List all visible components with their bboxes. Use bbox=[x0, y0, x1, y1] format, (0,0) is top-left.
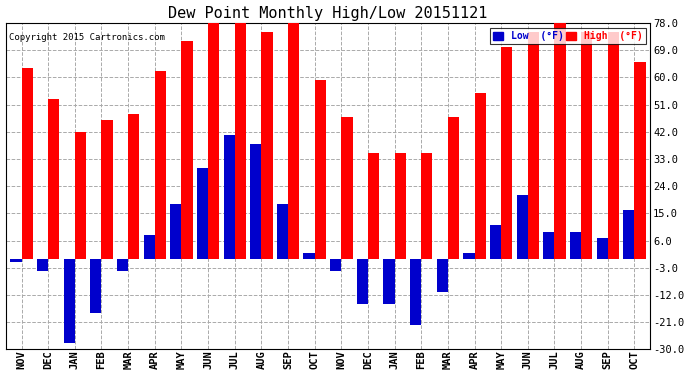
Bar bbox=[581, 32, 592, 259]
Legend: Low  (°F), High  (°F): Low (°F), High (°F) bbox=[490, 28, 646, 44]
Bar bbox=[555, 23, 566, 259]
Bar bbox=[368, 153, 379, 259]
Bar bbox=[155, 71, 166, 259]
Bar bbox=[357, 259, 368, 304]
Bar bbox=[181, 41, 193, 259]
Bar bbox=[448, 117, 459, 259]
Bar bbox=[277, 204, 288, 259]
Bar bbox=[128, 114, 139, 259]
Bar bbox=[21, 68, 32, 259]
Bar bbox=[464, 253, 475, 259]
Bar bbox=[410, 259, 422, 325]
Bar bbox=[315, 81, 326, 259]
Bar bbox=[90, 259, 101, 313]
Bar bbox=[250, 144, 262, 259]
Bar bbox=[262, 32, 273, 259]
Bar bbox=[422, 153, 433, 259]
Bar bbox=[634, 62, 646, 259]
Bar bbox=[330, 259, 342, 271]
Bar bbox=[170, 204, 181, 259]
Bar bbox=[144, 234, 155, 259]
Bar bbox=[235, 23, 246, 259]
Bar bbox=[570, 231, 581, 259]
Bar bbox=[63, 259, 75, 343]
Bar bbox=[10, 259, 21, 262]
Text: Copyright 2015 Cartronics.com: Copyright 2015 Cartronics.com bbox=[9, 33, 165, 42]
Bar bbox=[384, 259, 395, 304]
Bar bbox=[197, 168, 208, 259]
Bar bbox=[224, 135, 235, 259]
Bar bbox=[490, 225, 501, 259]
Bar bbox=[623, 210, 634, 259]
Bar bbox=[608, 32, 619, 259]
Bar bbox=[304, 253, 315, 259]
Bar bbox=[208, 23, 219, 259]
Bar bbox=[342, 117, 353, 259]
Bar bbox=[117, 259, 128, 271]
Bar bbox=[48, 99, 59, 259]
Title: Dew Point Monthly High/Low 20151121: Dew Point Monthly High/Low 20151121 bbox=[168, 6, 488, 21]
Bar bbox=[501, 47, 513, 259]
Bar bbox=[37, 259, 48, 271]
Bar bbox=[75, 132, 86, 259]
Bar bbox=[475, 93, 486, 259]
Bar bbox=[395, 153, 406, 259]
Bar bbox=[437, 259, 448, 292]
Bar bbox=[288, 23, 299, 259]
Bar bbox=[597, 237, 608, 259]
Bar bbox=[101, 120, 112, 259]
Bar bbox=[543, 231, 555, 259]
Bar bbox=[528, 32, 539, 259]
Bar bbox=[517, 195, 528, 259]
